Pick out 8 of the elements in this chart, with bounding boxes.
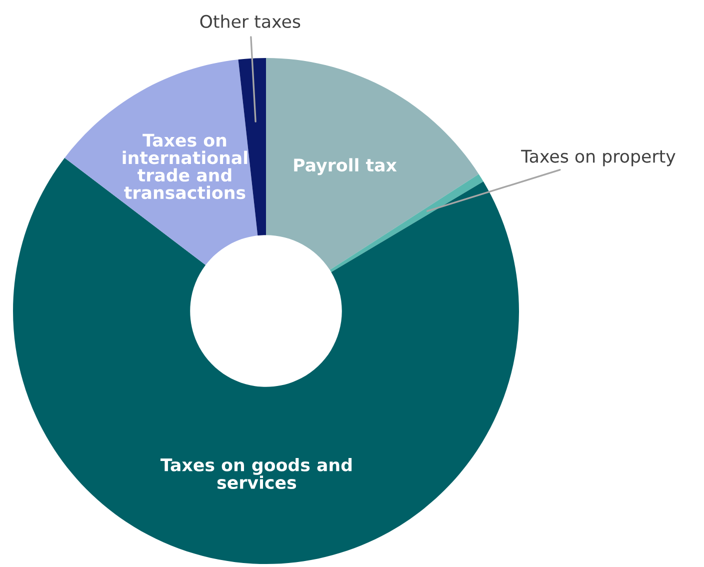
slice-label: Taxes on property [521, 150, 676, 166]
slice-label: Taxes on international trade and transactions [122, 134, 248, 200]
slice-label: Taxes on goods and services [160, 458, 352, 490]
donut-slice [330, 174, 484, 272]
slice-label: Other taxes [200, 14, 300, 28]
donut-slice [266, 58, 479, 270]
slice-label: Payroll tax [294, 158, 397, 176]
donut-slice [64, 60, 258, 266]
